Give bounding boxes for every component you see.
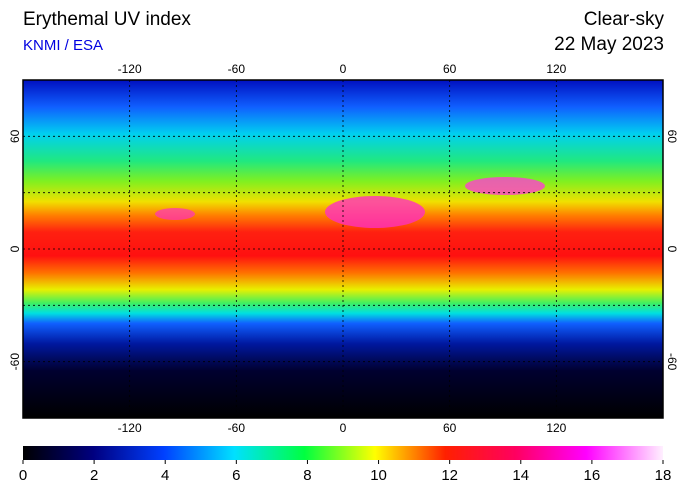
lon-label-bottom: 60 xyxy=(443,421,457,435)
colorbar-label: 4 xyxy=(161,467,169,484)
lat-label-right: -60 xyxy=(665,353,679,371)
uv-hotspot xyxy=(155,208,195,220)
colorbar-label: 14 xyxy=(512,467,529,484)
colorbar-label: 12 xyxy=(441,467,458,484)
colorbar-label: 8 xyxy=(303,467,311,484)
lon-label-bottom: -60 xyxy=(228,421,246,435)
lat-label-right: 60 xyxy=(665,130,679,144)
lat-label-right: 0 xyxy=(665,246,679,253)
uv-hotspot xyxy=(465,177,545,195)
uv-hotspot xyxy=(325,196,425,228)
lon-label-bottom: -120 xyxy=(118,421,142,435)
colorbar-label: 16 xyxy=(584,467,601,484)
title: Erythemal UV index xyxy=(23,9,191,30)
colorbar-label: 10 xyxy=(370,467,387,484)
lon-label-top: -120 xyxy=(118,62,142,76)
date: 22 May 2023 xyxy=(554,34,664,55)
lon-label-top: 60 xyxy=(443,62,457,76)
lon-label-top: -60 xyxy=(228,62,246,76)
colorbar xyxy=(23,446,663,460)
lat-label-left: 0 xyxy=(8,245,22,252)
colorbar-label: 2 xyxy=(90,467,98,484)
lat-label-left: 60 xyxy=(8,129,22,143)
source: KNMI / ESA xyxy=(23,37,103,54)
lon-label-bottom: 120 xyxy=(546,421,566,435)
lon-label-top: 0 xyxy=(340,62,347,76)
lon-label-bottom: 0 xyxy=(340,421,347,435)
lat-label-left: -60 xyxy=(8,353,22,371)
colorbar-label: 6 xyxy=(232,467,240,484)
condition: Clear-sky xyxy=(584,9,665,30)
colorbar-label: 0 xyxy=(19,467,27,484)
colorbar-label: 18 xyxy=(655,467,672,484)
lon-label-top: 120 xyxy=(546,62,566,76)
